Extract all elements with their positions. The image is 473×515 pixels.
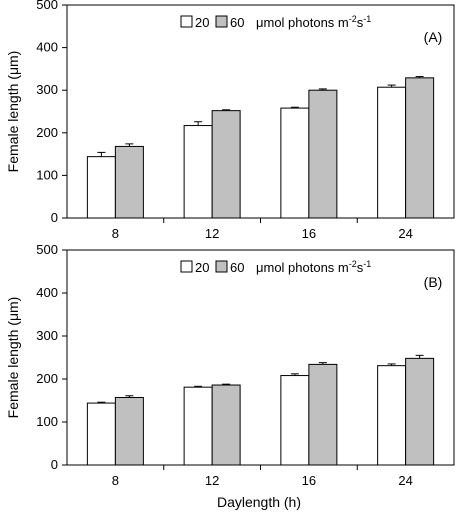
error-bar-b-20-12 <box>194 385 203 388</box>
x-tick-label-b-16: 16 <box>302 473 316 488</box>
legend-unit-b: μmol photons m-2s-1 <box>256 259 371 275</box>
error-bar-b-60-16 <box>318 362 327 365</box>
y-axis-title-b: Female length (μm) <box>5 297 21 419</box>
panel-label-b: (B) <box>424 274 443 290</box>
x-tick-label-b-8: 8 <box>112 473 119 488</box>
bar-a-20-24 <box>377 86 407 219</box>
bar-b-60-24 <box>405 357 435 466</box>
y-tick-label-b-0: 0 <box>51 457 58 472</box>
legend-swatch-b-20 <box>180 260 193 273</box>
y-tick-label-b-100: 100 <box>36 414 58 429</box>
legend-swatch-a-60 <box>215 15 228 28</box>
error-bar-b-20-8 <box>97 401 106 404</box>
legend-swatch-a-20 <box>180 15 193 28</box>
y-tick-label-b-200: 200 <box>36 371 58 386</box>
bar-a-20-8 <box>86 156 116 219</box>
y-tick-label-b-300: 300 <box>36 328 58 343</box>
legend-label-a-60: 60 <box>230 15 244 30</box>
error-bar-b-60-24 <box>415 354 424 359</box>
y-tick-label-a-100: 100 <box>36 167 58 182</box>
error-bar-a-60-16 <box>318 88 327 91</box>
bar-b-60-8 <box>114 396 144 466</box>
x-tick-label-a-12: 12 <box>205 226 219 241</box>
error-bar-a-20-16 <box>290 106 299 109</box>
error-bar-a-20-24 <box>387 84 396 88</box>
x-tick-label-a-16: 16 <box>302 226 316 241</box>
error-bar-a-60-24 <box>415 76 424 78</box>
bar-a-20-12 <box>183 125 213 219</box>
bar-a-60-12 <box>211 110 241 219</box>
bar-a-60-24 <box>405 77 435 219</box>
y-tick-label-a-300: 300 <box>36 82 58 97</box>
legend-label-b-60: 60 <box>230 260 244 275</box>
x-tick-label-b-24: 24 <box>398 473 412 488</box>
error-bar-b-60-12 <box>222 383 231 386</box>
x-tick-label-a-24: 24 <box>398 226 412 241</box>
error-bar-b-60-8 <box>125 395 134 398</box>
bar-b-20-16 <box>280 375 310 466</box>
legend-swatch-b-60 <box>215 260 228 273</box>
x-tick-label-a-8: 8 <box>112 226 119 241</box>
panel-label-a: (A) <box>424 29 443 45</box>
panel-a: 0 100 200 300 400 500 8 12 16 24 Female length (μm… <box>5 0 455 241</box>
bar-a-60-8 <box>114 145 144 219</box>
error-bar-a-20-12 <box>194 121 203 126</box>
bar-b-20-24 <box>377 365 407 466</box>
error-bar-a-60-12 <box>222 109 231 111</box>
error-bar-a-60-8 <box>125 143 134 147</box>
bar-b-20-8 <box>86 402 116 466</box>
panel-b: 0 100 200 300 400 500 8 12 16 24 Female length (μm… <box>5 242 455 488</box>
bar-b-20-12 <box>183 386 213 466</box>
y-tick-label-a-0: 0 <box>51 210 58 225</box>
bar-a-60-16 <box>308 89 338 219</box>
x-axis-title: Daylength (h) <box>217 494 301 510</box>
error-bar-b-20-24 <box>387 363 396 366</box>
legend-b: 20 60 μmol photons m-2s-1 <box>180 259 371 275</box>
error-bar-a-20-8 <box>97 151 106 157</box>
y-axis-title-a: Female length (μm) <box>5 51 21 173</box>
y-tick-label-b-400: 400 <box>36 285 58 300</box>
y-tick-label-a-200: 200 <box>36 125 58 140</box>
error-bar-b-20-16 <box>290 373 299 376</box>
x-tick-label-b-12: 12 <box>205 473 219 488</box>
legend-label-a-20: 20 <box>195 15 209 30</box>
bar-b-60-16 <box>308 363 338 466</box>
y-tick-label-a-400: 400 <box>36 40 58 55</box>
y-tick-label-a-500: 500 <box>36 0 58 12</box>
legend-unit-a: μmol photons m-2s-1 <box>256 14 371 30</box>
legend-a: 20 60 μmol photons m-2s-1 <box>180 14 371 30</box>
y-tick-label-b-500: 500 <box>36 242 58 257</box>
bar-a-20-16 <box>280 107 310 219</box>
bar-b-60-12 <box>211 384 241 466</box>
legend-label-b-20: 20 <box>195 260 209 275</box>
